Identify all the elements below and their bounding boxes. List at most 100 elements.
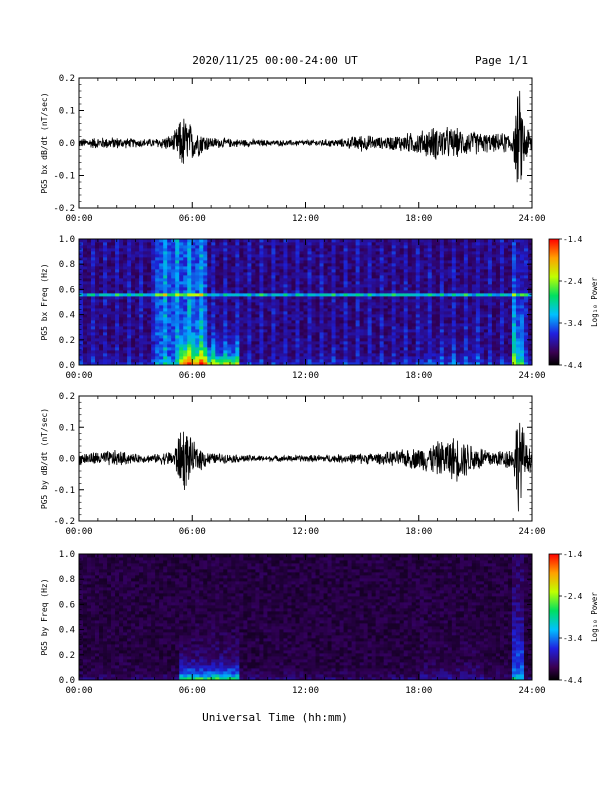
spectrogram-cell [79, 320, 84, 324]
spectrogram-cell [339, 266, 344, 270]
spectrogram-cell [523, 311, 529, 315]
spectrogram-cell [431, 284, 437, 288]
spectrogram-cell [319, 326, 324, 330]
spectrogram-cell [299, 254, 304, 258]
spectrogram-cell [335, 362, 340, 366]
spectrogram-cell [283, 362, 288, 366]
spectrogram-cell [147, 329, 152, 333]
spectrogram-cell [407, 239, 413, 243]
spectrogram-cell [459, 272, 465, 276]
spectrogram-cell [527, 251, 533, 255]
spectrogram-cell [147, 257, 152, 261]
spectrogram-cell [255, 293, 260, 297]
spectrogram-cell [187, 287, 192, 291]
spectrogram-cell [399, 308, 405, 312]
spectrogram-cell [207, 329, 212, 333]
spectrogram-cell [399, 260, 405, 264]
spectrogram-cell [415, 251, 421, 255]
spectrogram-cell [239, 302, 244, 306]
spectrogram-cell [451, 257, 457, 261]
spectrogram-cell [319, 281, 324, 285]
spectrogram-cell [387, 254, 393, 258]
spectrogram-cell [227, 248, 232, 252]
spectrogram-cell [523, 314, 529, 318]
spectrogram-cell [291, 242, 296, 246]
spectrogram-cell [291, 305, 296, 309]
spectrogram-cell [107, 344, 112, 348]
spectrogram-cell [95, 239, 100, 243]
spectrogram-cell [423, 263, 429, 267]
spectrogram-cell [463, 347, 469, 351]
spectrogram-cell [503, 275, 509, 279]
spectrogram-cell [335, 257, 340, 261]
spectrogram-cell [87, 287, 92, 291]
spectrogram-cell [215, 353, 220, 357]
spectrogram-cell [339, 278, 344, 282]
spectrogram-cell [307, 299, 312, 303]
spectrogram-cell [191, 272, 196, 276]
spectrogram-cell [459, 302, 465, 306]
spectrogram-cell [475, 311, 481, 315]
spectrogram-cell [311, 302, 316, 306]
spectrogram-cell [403, 275, 409, 279]
spectrogram-cell [223, 281, 228, 285]
spectrogram-cell [199, 359, 204, 363]
spectrogram-cell [427, 308, 433, 312]
spectrogram-cell [83, 362, 88, 366]
spectrogram-cell [511, 239, 517, 243]
spectrogram-cell [391, 335, 397, 339]
spectrogram-cell [287, 242, 292, 246]
spectrogram-cell [511, 275, 517, 279]
spectrogram-cell [451, 344, 457, 348]
spectrogram-cell [459, 329, 465, 333]
spectrogram-cell [479, 242, 485, 246]
spectrogram-cell [459, 305, 465, 309]
spectrogram-cell [211, 257, 216, 261]
spectrogram-cell [331, 326, 336, 330]
spectrogram-cell [475, 254, 481, 258]
spectrogram-cell [103, 308, 108, 312]
spectrogram-cell [139, 332, 144, 336]
spectrogram-cell [399, 272, 405, 276]
spectrogram-cell [223, 329, 228, 333]
spectrogram-cell [475, 251, 481, 255]
spectrogram-cell [355, 359, 361, 363]
spectrogram-cell [143, 359, 148, 363]
spectrogram-cell [399, 245, 405, 249]
spectrogram-cell [431, 302, 437, 306]
spectrogram-cell [367, 260, 373, 264]
spectrogram-cell [511, 284, 517, 288]
spectrogram-cell [95, 320, 100, 324]
spectrogram-cell [343, 242, 348, 246]
spectrogram-cell [399, 299, 405, 303]
spectrogram-cell [143, 263, 148, 267]
spectrogram-cell [303, 284, 308, 288]
spectrogram-cell [463, 293, 469, 297]
spectrogram-cell [327, 284, 332, 288]
spectrogram-cell [283, 263, 288, 267]
spectrogram-cell [431, 317, 437, 321]
spectrogram-cell [115, 260, 120, 264]
spectrogram-cell [311, 266, 316, 270]
spectrogram-cell [211, 329, 216, 333]
spectrogram-cell [307, 314, 312, 318]
spectrogram-cell [495, 296, 501, 300]
spectrogram-cell [267, 314, 272, 318]
spectrogram-cell [95, 341, 100, 345]
spectrogram-cell [343, 317, 348, 321]
spectrogram-cell [351, 302, 357, 306]
spectrogram-cell [135, 278, 140, 282]
spectrogram-cell [323, 281, 328, 285]
spectrogram-cell [111, 353, 116, 357]
spectrogram-cell [419, 239, 425, 243]
spectrogram-cell [499, 323, 505, 327]
spectrogram-cell [187, 257, 192, 261]
spectrogram-cell [511, 320, 517, 324]
spectrogram-cell [327, 287, 332, 291]
spectrogram-cell [87, 269, 92, 273]
spectrogram-cell [95, 362, 100, 366]
spectrogram-cell [191, 341, 196, 345]
spectrogram-cell [435, 245, 441, 249]
spectrogram-cell [435, 281, 441, 285]
spectrogram-cell [427, 242, 433, 246]
